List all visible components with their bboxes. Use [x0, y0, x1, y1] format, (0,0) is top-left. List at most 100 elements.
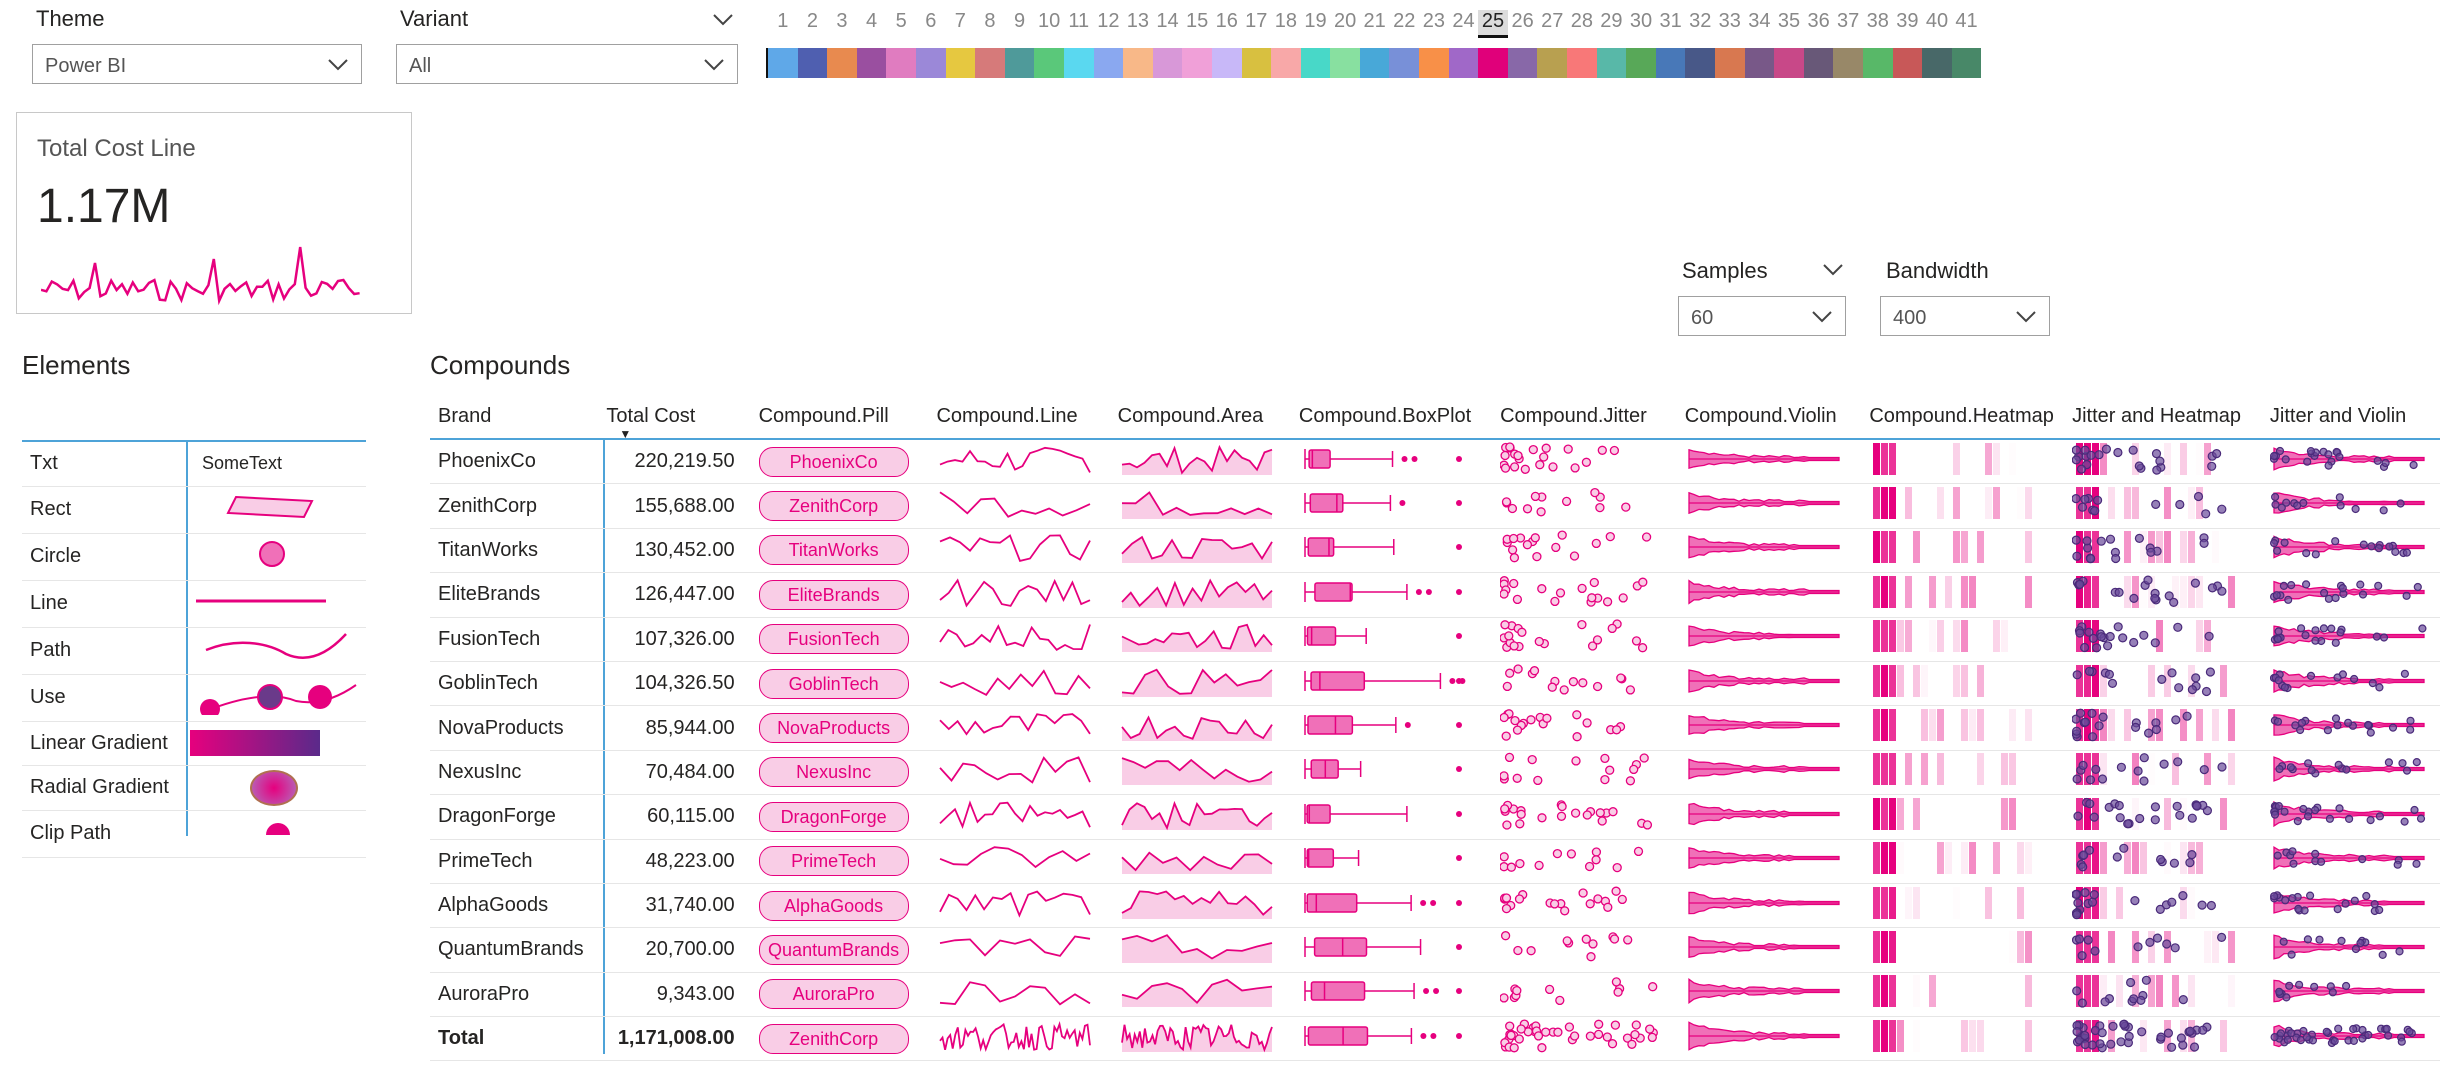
- palette-swatch[interactable]: [768, 48, 798, 78]
- bandwidth-dropdown[interactable]: 400: [1880, 296, 2050, 336]
- palette-swatch[interactable]: [1004, 48, 1035, 78]
- palette-number[interactable]: 23: [1422, 10, 1445, 32]
- palette-swatch[interactable]: [797, 48, 828, 78]
- total-row[interactable]: Total 1,171,008.00 ZenithCorp: [430, 1016, 2440, 1062]
- column-header[interactable]: Compound.Jitter: [1492, 394, 1677, 440]
- palette-number[interactable]: 7: [954, 10, 966, 32]
- palette-number[interactable]: 36: [1807, 10, 1830, 32]
- palette-swatch[interactable]: [1034, 48, 1064, 78]
- palette-number[interactable]: 27: [1541, 10, 1564, 32]
- palette-swatch[interactable]: [1330, 48, 1360, 78]
- palette-swatch[interactable]: [1892, 48, 1923, 78]
- palette-swatch[interactable]: [975, 48, 1005, 78]
- column-header[interactable]: Compound.Area: [1109, 394, 1291, 440]
- sort-desc-icon[interactable]: ▼: [619, 426, 632, 441]
- column-header[interactable]: Compound.Line: [928, 394, 1110, 440]
- palette-swatch[interactable]: [1744, 48, 1775, 78]
- column-header[interactable]: Total Cost ▼: [598, 394, 751, 441]
- theme-dropdown[interactable]: Power BI: [32, 44, 362, 84]
- table-row[interactable]: GoblinTech 104,326.50 GoblinTech: [430, 661, 2440, 707]
- palette-number[interactable]: 22: [1393, 10, 1416, 32]
- palette-number[interactable]: 14: [1156, 10, 1179, 32]
- palette-swatch[interactable]: [945, 48, 976, 78]
- palette-swatch[interactable]: [1507, 48, 1538, 78]
- palette-swatch[interactable]: [1448, 48, 1479, 78]
- palette-number[interactable]: 40: [1925, 10, 1949, 32]
- palette-swatch[interactable]: [1685, 48, 1715, 78]
- palette-number[interactable]: 38: [1866, 10, 1889, 32]
- palette-swatch[interactable]: [1152, 48, 1183, 78]
- table-row[interactable]: ZenithCorp 155,688.00 ZenithCorp: [430, 483, 2440, 529]
- palette-swatch[interactable]: [1063, 48, 1094, 78]
- palette-number[interactable]: 26: [1511, 10, 1534, 32]
- palette-number[interactable]: 9: [1013, 10, 1026, 32]
- palette-number[interactable]: 12: [1097, 10, 1120, 32]
- table-row[interactable]: EliteBrands 126,447.00 EliteBrands: [430, 572, 2440, 618]
- palette-number[interactable]: 8: [984, 10, 996, 32]
- variant-chevron-icon[interactable]: [712, 8, 734, 30]
- palette-swatch[interactable]: [886, 48, 916, 78]
- column-header[interactable]: Brand: [430, 394, 599, 440]
- palette-number[interactable]: 21: [1363, 10, 1386, 32]
- palette-swatch[interactable]: [915, 48, 946, 78]
- column-header[interactable]: Compound.Violin: [1676, 394, 1862, 440]
- palette-swatch[interactable]: [1300, 48, 1331, 78]
- table-row[interactable]: AlphaGoods 31,740.00 AlphaGoods: [430, 883, 2440, 929]
- palette-number[interactable]: 34: [1748, 10, 1771, 32]
- palette-swatch[interactable]: [1803, 48, 1834, 78]
- palette-number[interactable]: 2: [806, 10, 818, 32]
- column-header[interactable]: Compound.Heatmap: [1861, 394, 2065, 440]
- variant-dropdown[interactable]: All: [396, 44, 738, 84]
- palette-swatch[interactable]: [1389, 48, 1420, 78]
- palette-swatch[interactable]: [1537, 48, 1568, 78]
- table-row[interactable]: QuantumBrands 20,700.00 QuantumBrands: [430, 927, 2440, 973]
- palette-swatch[interactable]: [1922, 48, 1952, 78]
- palette-number[interactable]: 4: [866, 10, 878, 32]
- palette-number[interactable]: 16: [1215, 10, 1238, 32]
- palette-number[interactable]: 10: [1038, 10, 1061, 32]
- palette-swatch[interactable]: [1774, 48, 1804, 78]
- palette-number[interactable]: 32: [1689, 10, 1712, 32]
- palette-swatch[interactable]: [1655, 48, 1686, 78]
- palette-swatch[interactable]: [1567, 48, 1597, 78]
- palette-number[interactable]: 31: [1659, 10, 1682, 32]
- palette-swatch[interactable]: [1951, 48, 1982, 78]
- palette-number[interactable]: 19: [1304, 10, 1327, 32]
- palette-swatch[interactable]: [1862, 48, 1893, 78]
- palette-number[interactable]: 28: [1570, 10, 1593, 32]
- palette-swatch[interactable]: [1419, 48, 1449, 78]
- column-header[interactable]: Jitter and Violin: [2261, 394, 2440, 440]
- samples-chevron-icon[interactable]: [1822, 258, 1844, 280]
- palette-swatch[interactable]: [827, 48, 857, 78]
- palette-number[interactable]: 37: [1837, 10, 1860, 32]
- palette-number[interactable]: 41: [1955, 10, 1978, 32]
- column-header[interactable]: Jitter and Heatmap: [2064, 394, 2262, 440]
- table-row[interactable]: NovaProducts 85,944.00 NovaProducts: [430, 705, 2440, 751]
- palette-swatch[interactable]: [1478, 48, 1508, 78]
- samples-dropdown[interactable]: 60: [1678, 296, 1846, 336]
- palette-swatch[interactable]: [1833, 48, 1863, 78]
- palette-number[interactable]: 39: [1896, 10, 1919, 32]
- palette-swatch[interactable]: [1123, 48, 1153, 78]
- palette-number[interactable]: 13: [1126, 10, 1150, 32]
- palette-number[interactable]: 17: [1245, 10, 1268, 32]
- palette-swatch[interactable]: [1182, 48, 1212, 78]
- palette-number[interactable]: 29: [1600, 10, 1623, 32]
- palette-swatch[interactable]: [1271, 48, 1301, 78]
- column-header[interactable]: Compound.BoxPlot: [1290, 394, 1493, 440]
- palette-number[interactable]: 15: [1185, 10, 1209, 32]
- table-row[interactable]: DragonForge 60,115.00 DragonForge: [430, 794, 2440, 840]
- palette-number[interactable]: 30: [1629, 10, 1653, 32]
- palette-number[interactable]: 20: [1333, 10, 1357, 32]
- palette-swatch[interactable]: [1241, 48, 1272, 78]
- table-row[interactable]: FusionTech 107,326.00 FusionTech: [430, 617, 2440, 662]
- palette-swatch[interactable]: [1211, 48, 1242, 78]
- palette-number[interactable]: 6: [925, 10, 937, 32]
- table-row[interactable]: TitanWorks 130,452.00 TitanWorks: [430, 528, 2440, 574]
- palette-number[interactable]: 5: [895, 10, 907, 32]
- palette-swatch[interactable]: [1093, 48, 1124, 78]
- table-row[interactable]: PrimeTech 48,223.00 PrimeTech: [430, 839, 2440, 884]
- palette-swatch[interactable]: [1715, 48, 1745, 78]
- table-row[interactable]: AuroraPro 9,343.00 AuroraPro: [430, 972, 2440, 1018]
- palette-swatch[interactable]: [1596, 48, 1627, 78]
